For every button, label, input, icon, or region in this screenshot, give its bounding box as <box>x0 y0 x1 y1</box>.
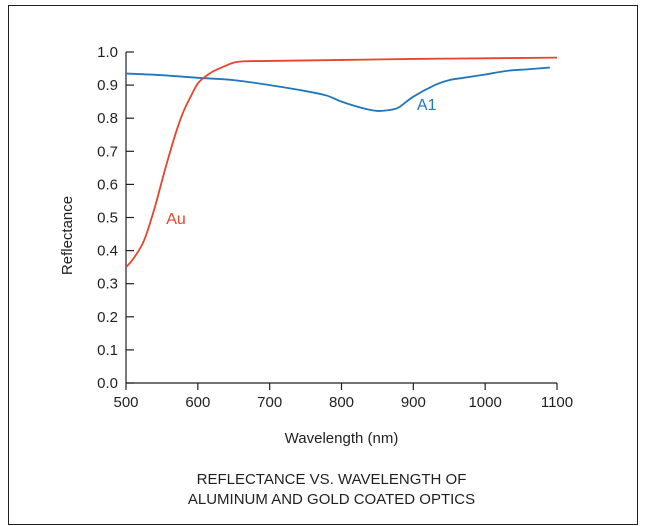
y-tick-label: 0.5 <box>97 210 118 227</box>
series-label-au: Au <box>166 211 186 228</box>
y-axis-title: Reflectance <box>59 196 76 275</box>
x-tick-label: 800 <box>329 394 354 411</box>
y-tick-label: 0.9 <box>97 77 118 94</box>
y-tick-label: 0.4 <box>97 243 118 260</box>
caption-line-1: REFLECTANCE VS. WAVELENGTH OF <box>197 471 467 488</box>
y-tick-label: 0.6 <box>97 176 118 193</box>
x-tick-label: 1100 <box>541 394 573 411</box>
series-line-au <box>125 56 558 268</box>
x-tick-label: 700 <box>257 394 282 411</box>
x-tick-label: 500 <box>113 394 138 411</box>
series-label-a1: A1 <box>417 97 437 114</box>
y-tick-label: 0.3 <box>97 276 118 293</box>
x-ticks: 500 600 700 800 900 1000 1100 <box>113 383 573 411</box>
y-tick-label: 0.7 <box>97 143 118 160</box>
y-tick-label: 0.0 <box>97 375 118 392</box>
y-tick-label: 1.0 <box>97 44 118 61</box>
x-tick-label: 1000 <box>468 394 501 411</box>
x-axis-title: Wavelength (nm) <box>285 430 399 447</box>
series-lines <box>125 56 558 268</box>
y-tick-label: 0.1 <box>97 342 118 359</box>
y-tick-label: 0.8 <box>97 110 118 127</box>
series-labels: A1 Au <box>166 97 436 228</box>
series-line-a1 <box>125 66 550 112</box>
x-tick-label: 600 <box>185 394 210 411</box>
figure-frame: 0.0 0.1 0.2 0.3 0.4 0.5 0.6 0.7 0.8 0.9 1.0 500 600… <box>8 5 638 525</box>
y-tick-label: 0.2 <box>97 309 118 326</box>
caption-line-2: ALUMINUM AND GOLD COATED OPTICS <box>188 491 475 508</box>
x-tick-label: 900 <box>401 394 426 411</box>
y-ticks: 0.0 0.1 0.2 0.3 0.4 0.5 0.6 0.7 0.8 0.9 1.0 <box>97 44 134 392</box>
reflectance-chart: 0.0 0.1 0.2 0.3 0.4 0.5 0.6 0.7 0.8 0.9 1.0 500 600… <box>59 44 573 508</box>
